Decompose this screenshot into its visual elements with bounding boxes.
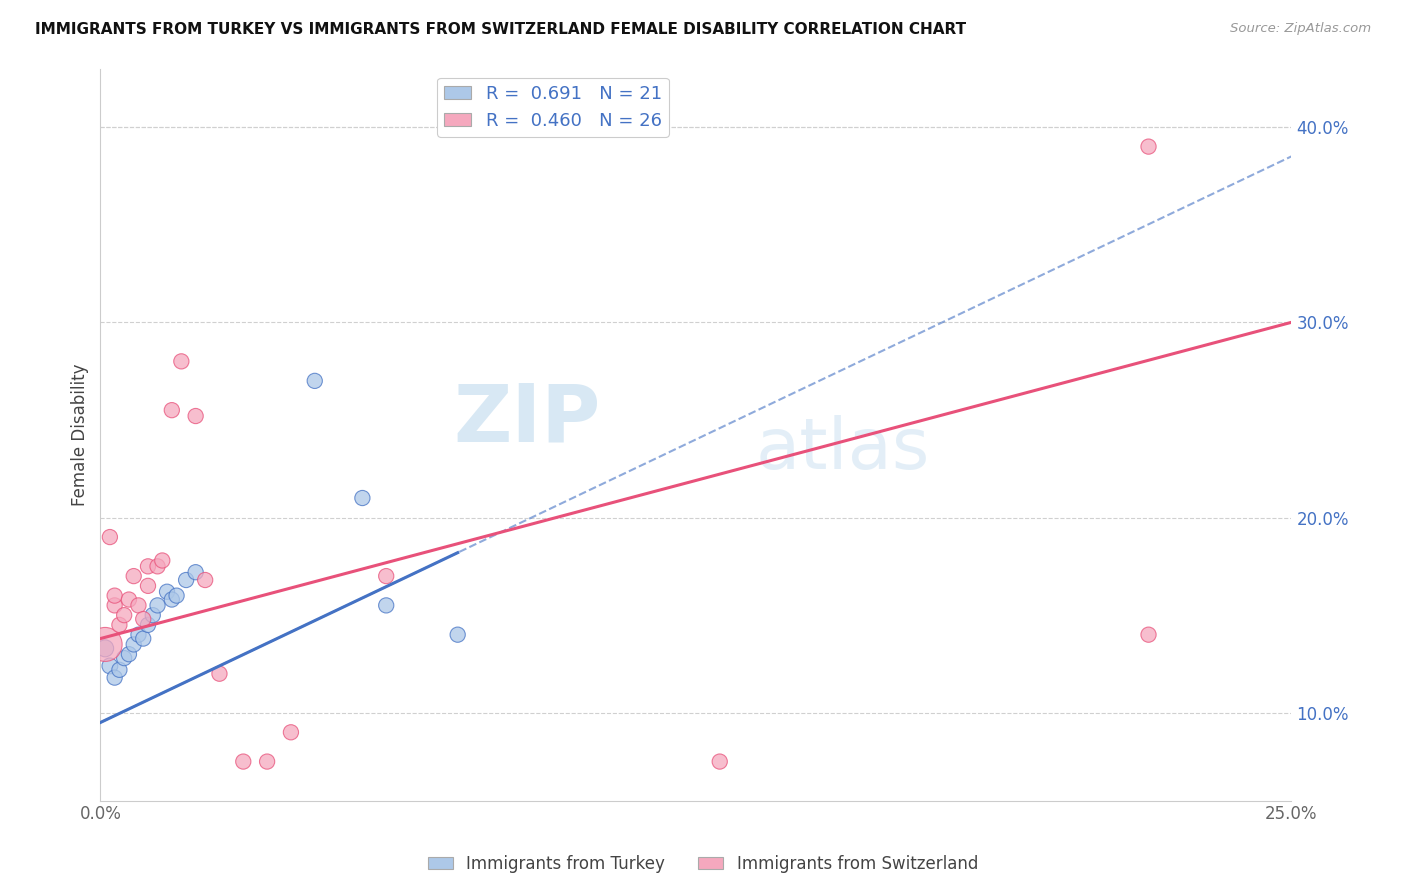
Point — [132, 632, 155, 646]
Point — [194, 573, 217, 587]
Point — [104, 671, 127, 685]
Point — [98, 659, 121, 673]
Point — [160, 403, 183, 417]
Text: atlas: atlas — [755, 415, 929, 483]
Point — [170, 354, 193, 368]
Point — [304, 374, 326, 388]
Point — [232, 755, 254, 769]
Point — [94, 637, 117, 651]
Legend: Immigrants from Turkey, Immigrants from Switzerland: Immigrants from Turkey, Immigrants from … — [422, 848, 984, 880]
Point — [156, 584, 179, 599]
Point — [136, 579, 159, 593]
Point — [108, 618, 131, 632]
Legend: R =  0.691   N = 21, R =  0.460   N = 26: R = 0.691 N = 21, R = 0.460 N = 26 — [437, 78, 669, 137]
Text: Source: ZipAtlas.com: Source: ZipAtlas.com — [1230, 22, 1371, 36]
Point — [104, 589, 127, 603]
Point — [98, 530, 121, 544]
Point — [136, 618, 159, 632]
Text: IMMIGRANTS FROM TURKEY VS IMMIGRANTS FROM SWITZERLAND FEMALE DISABILITY CORRELAT: IMMIGRANTS FROM TURKEY VS IMMIGRANTS FRO… — [35, 22, 966, 37]
Point — [146, 559, 169, 574]
Point — [160, 592, 183, 607]
Point — [375, 599, 398, 613]
Point — [150, 553, 173, 567]
Point — [108, 663, 131, 677]
Point — [118, 592, 141, 607]
Point — [127, 599, 149, 613]
Point — [94, 641, 117, 656]
Point — [104, 599, 127, 613]
Text: ZIP: ZIP — [453, 381, 600, 458]
Point — [112, 651, 135, 665]
Point — [122, 569, 145, 583]
Point — [709, 755, 731, 769]
Point — [256, 755, 278, 769]
Point — [1137, 139, 1160, 153]
Point — [118, 647, 141, 661]
Point — [184, 409, 207, 423]
Point — [127, 628, 149, 642]
Point — [352, 491, 374, 505]
Point — [447, 628, 470, 642]
Point — [375, 569, 398, 583]
Point — [122, 637, 145, 651]
Point — [146, 599, 169, 613]
Point — [208, 666, 231, 681]
Point — [184, 565, 207, 579]
Point — [112, 608, 135, 623]
Y-axis label: Female Disability: Female Disability — [72, 363, 89, 506]
Point — [166, 589, 188, 603]
Point — [132, 612, 155, 626]
Point — [142, 608, 165, 623]
Point — [1137, 628, 1160, 642]
Point — [280, 725, 302, 739]
Point — [136, 559, 159, 574]
Point — [174, 573, 197, 587]
